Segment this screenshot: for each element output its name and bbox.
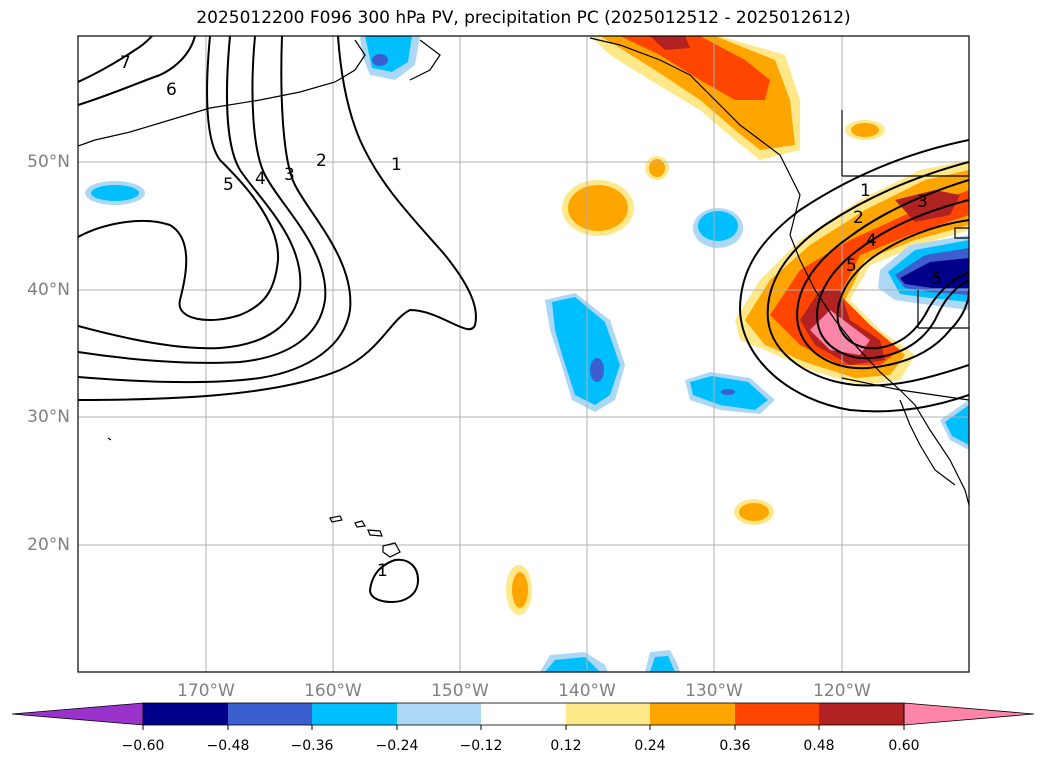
contour-label: 4 bbox=[255, 169, 266, 189]
map-title: 2025012200 F096 300 hPa PV, precipitatio… bbox=[196, 8, 851, 28]
coastlines bbox=[78, 37, 969, 558]
colorbar-segment bbox=[481, 703, 566, 725]
negative-anomaly-fills bbox=[85, 36, 969, 672]
positive-anomaly-fills bbox=[506, 36, 969, 615]
contour-label: 1 bbox=[860, 181, 871, 201]
colorbar-segment bbox=[312, 703, 397, 725]
colorbar-tick-label: 0.36 bbox=[719, 738, 751, 754]
contour-label: 7 bbox=[120, 53, 131, 73]
contour-label: 3 bbox=[917, 192, 928, 212]
colorbar-tick-label: −0.48 bbox=[206, 738, 250, 754]
lat-label-30n: 30°N bbox=[27, 407, 70, 427]
lat-label-40n: 40°N bbox=[27, 280, 70, 300]
lon-label-170w: 170°W bbox=[177, 681, 235, 701]
colorbar-tick-label: 0.24 bbox=[634, 738, 666, 754]
colorbar-tick-label: −0.36 bbox=[290, 738, 334, 754]
colorbar-tick-label: −0.12 bbox=[459, 738, 503, 754]
lon-label-130w: 130°W bbox=[685, 681, 743, 701]
colorbar-tick-label: −0.60 bbox=[121, 738, 165, 754]
contour-label: 5 bbox=[223, 175, 234, 195]
pv-contours bbox=[78, 36, 969, 604]
colorbar-segment bbox=[650, 703, 735, 725]
lon-label-120w: 120°W bbox=[813, 681, 871, 701]
contour-label: 1 bbox=[391, 155, 402, 175]
map-frame bbox=[77, 35, 970, 673]
contour-label: 1 bbox=[377, 561, 388, 581]
colorbar-extend-high bbox=[903, 702, 1035, 726]
contour-label: 5 bbox=[931, 269, 942, 289]
contour-label: 3 bbox=[284, 165, 295, 185]
contour-label: 6 bbox=[166, 80, 177, 100]
colorbar-extend-low bbox=[11, 702, 144, 726]
colorbar-segment bbox=[566, 703, 650, 725]
lat-label-20n: 20°N bbox=[27, 535, 70, 555]
colorbar-segment bbox=[819, 703, 904, 725]
colorbar-segment bbox=[735, 703, 819, 725]
colorbar-segment bbox=[228, 703, 312, 725]
colorbar-tick-label: 0.48 bbox=[803, 738, 835, 754]
colorbar-tick-label: −0.24 bbox=[375, 738, 419, 754]
map-plot-area: 7 6 5 4 3 2 1 1 2 3 4 5 5 1 bbox=[78, 36, 969, 672]
contour-label: 2 bbox=[316, 151, 327, 171]
colorbar-tick-label: 0.60 bbox=[888, 738, 920, 754]
colorbar bbox=[11, 702, 1035, 730]
contour-label: 5 bbox=[846, 256, 857, 276]
lat-label-50n: 50°N bbox=[27, 152, 70, 172]
colorbar-segment bbox=[397, 703, 481, 725]
contour-labels: 7 6 5 4 3 2 1 1 2 3 4 5 5 1 bbox=[120, 53, 942, 581]
contour-label: 2 bbox=[853, 208, 864, 228]
lon-label-160w: 160°W bbox=[304, 681, 362, 701]
colorbar-tick-label: 0.12 bbox=[550, 738, 582, 754]
lon-label-140w: 140°W bbox=[558, 681, 616, 701]
graticule bbox=[78, 36, 969, 672]
contour-label: 4 bbox=[866, 231, 877, 251]
colorbar-segment bbox=[143, 703, 228, 725]
lon-label-150w: 150°W bbox=[431, 681, 489, 701]
